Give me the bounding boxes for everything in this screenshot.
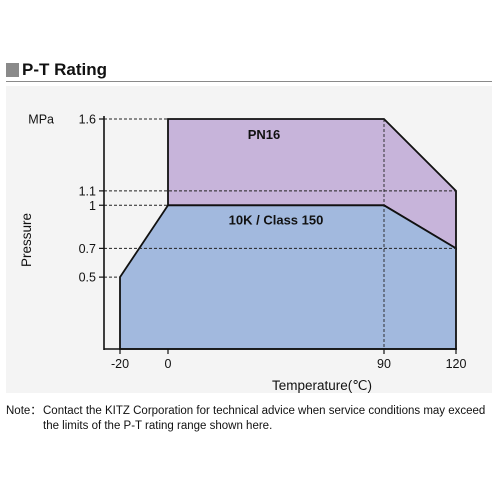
note-label: Note：: [6, 405, 42, 417]
y-tick-label: 1.6: [79, 113, 96, 127]
section-title: P-T Rating: [22, 60, 107, 79]
y-tick-label: 0.5: [79, 271, 96, 285]
y-tick-label: 1: [89, 199, 96, 213]
x-tick-label: 90: [377, 357, 391, 371]
series-label-10k: 10K / Class 150: [229, 212, 324, 227]
header-divider: [6, 81, 492, 82]
header-square-icon: [6, 63, 19, 77]
x-axis-title: Temperature(℃): [272, 378, 372, 393]
x-tick-label: 120: [446, 357, 467, 371]
y-tick-label: 0.7: [79, 242, 96, 256]
section-header: P-T Rating: [0, 60, 500, 82]
x-tick-label: -20: [111, 357, 129, 371]
pt-rating-chart: 1.6 1.11 0.7 0.5 MPa -20 0 90 120 Temperature(℃) P…: [19, 113, 467, 394]
note-text: Contact the KITZ Corporation for technic…: [43, 405, 486, 432]
y-tick-label: 1.1: [79, 184, 96, 198]
chart-panel: 1.6 1.1 1 0.7 0.5 MPa -20 0 90 120 Temperature(℃) P…: [6, 86, 492, 393]
y-axis-title: Pressure: [19, 213, 34, 267]
x-tick-label: 0: [165, 357, 172, 371]
y-unit-label: MPa: [28, 113, 54, 127]
series-label-pn16: PN16: [248, 127, 281, 142]
